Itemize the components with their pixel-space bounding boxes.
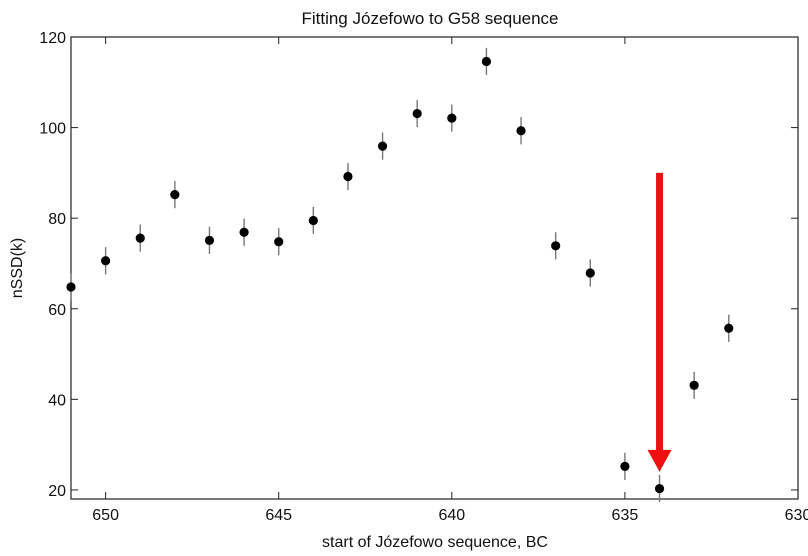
data-point — [308, 215, 318, 226]
data-point — [204, 235, 215, 245]
data-point — [101, 256, 111, 266]
y-tick-label: 40 — [48, 392, 66, 409]
y-tick-label: 60 — [48, 302, 66, 319]
x-tick-label: 645 — [265, 507, 292, 524]
y-axis-label: nSSD(k) — [9, 238, 26, 298]
data-point — [274, 237, 284, 247]
y-axis: 20 40 60 80 100 120 — [39, 30, 798, 500]
data-points — [66, 47, 734, 503]
data-point — [551, 241, 561, 251]
y-tick-label: 80 — [48, 211, 66, 228]
y-tick-label: 120 — [39, 30, 66, 47]
data-point — [239, 227, 249, 237]
chart-title: Fitting Józefowo to G58 sequence — [301, 9, 558, 28]
x-tick-label: 630 — [785, 507, 808, 524]
data-point — [343, 171, 353, 182]
x-tick-label: 640 — [438, 507, 465, 524]
x-tick-label: 635 — [612, 507, 639, 524]
annotations — [647, 172, 672, 472]
data-point — [447, 113, 457, 123]
arrow-head — [647, 449, 672, 472]
data-point — [689, 380, 699, 390]
x-tick-label: 650 — [92, 507, 119, 524]
data-point — [654, 483, 665, 494]
data-point — [516, 126, 526, 136]
y-tick-label: 100 — [39, 121, 66, 138]
data-point — [170, 190, 180, 200]
plot-frame — [70, 36, 799, 500]
data-point — [66, 282, 76, 292]
data-point — [620, 461, 630, 471]
x-axis: 650 645 640 635 630 — [92, 37, 808, 524]
data-point — [377, 141, 388, 151]
data-point — [585, 268, 595, 278]
data-point — [135, 233, 145, 243]
y-tick-label: 20 — [48, 483, 66, 500]
data-point — [481, 56, 492, 67]
x-axis-label: start of Józefowo sequence, BC — [322, 534, 548, 551]
data-point — [724, 323, 734, 333]
data-point — [412, 108, 422, 119]
